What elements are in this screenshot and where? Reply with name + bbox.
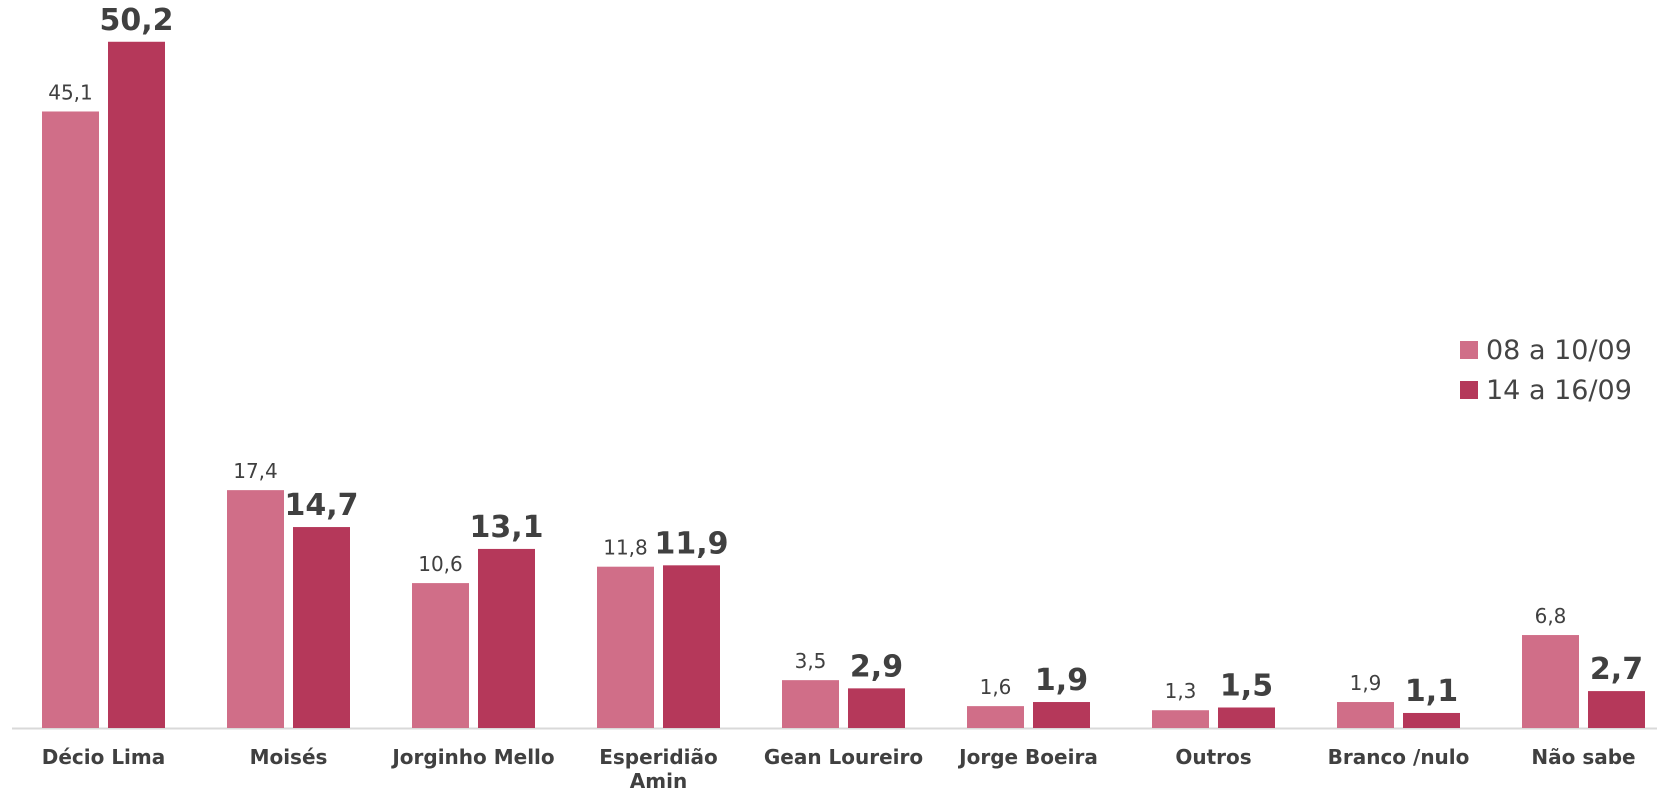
- bar-1-6: [967, 706, 1024, 728]
- x-tick-label-4: Esperidião Amin: [599, 745, 718, 791]
- bar-1-1: [42, 111, 99, 728]
- x-tick-label-1: Décio Lima: [42, 745, 166, 769]
- data-label-1-4: 11,8: [603, 536, 648, 560]
- data-label-1-1: 45,1: [48, 80, 93, 104]
- bar-1-7: [1152, 710, 1209, 728]
- legend-swatch-series-1: [1460, 341, 1478, 359]
- x-tick-label-3: Jorginho Mello: [390, 745, 554, 769]
- data-label-2-6: 1,9: [1035, 663, 1088, 698]
- data-label-2-4: 11,9: [654, 526, 728, 561]
- x-tick-label-8: Branco /nulo: [1328, 745, 1470, 769]
- bar-1-9: [1522, 635, 1579, 728]
- bar-2-6: [1033, 702, 1090, 728]
- x-tick-label-7: Outros: [1175, 745, 1251, 769]
- data-label-2-5: 2,9: [850, 649, 903, 684]
- bar-2-8: [1403, 712, 1460, 728]
- legend-item-series-1: 08 a 10/09: [1460, 330, 1632, 370]
- data-label-1-3: 10,6: [418, 552, 463, 576]
- data-label-2-3: 13,1: [469, 510, 543, 545]
- legend-label-series-1: 08 a 10/09: [1486, 334, 1632, 366]
- data-label-2-1: 50,2: [99, 3, 173, 38]
- bar-1-4: [597, 566, 654, 728]
- bar-2-7: [1218, 707, 1275, 728]
- bar-1-8: [1337, 702, 1394, 728]
- bar-2-1: [108, 41, 165, 729]
- x-tick-label-5: Gean Loureiro: [764, 745, 923, 769]
- legend-swatch-series-2: [1460, 381, 1478, 399]
- data-label-1-5: 3,5: [795, 649, 827, 673]
- data-label-2-2: 14,7: [284, 488, 358, 523]
- bar-2-5: [848, 688, 905, 728]
- data-label-1-6: 1,6: [980, 675, 1012, 699]
- bar-2-9: [1588, 691, 1645, 728]
- bar-1-5: [782, 680, 839, 728]
- legend-item-series-2: 14 a 16/09: [1460, 370, 1632, 410]
- bar-1-3: [412, 583, 469, 728]
- data-label-1-8: 1,9: [1350, 671, 1382, 695]
- bar-2-4: [663, 565, 720, 728]
- x-tick-label-2: Moisés: [250, 745, 328, 769]
- data-label-1-2: 17,4: [233, 459, 278, 483]
- data-label-2-9: 2,7: [1590, 652, 1643, 687]
- bar-2-3: [478, 548, 535, 728]
- data-label-2-8: 1,1: [1405, 674, 1458, 709]
- bar-2-2: [293, 527, 350, 728]
- data-label-1-9: 6,8: [1535, 604, 1567, 628]
- data-label-2-7: 1,5: [1220, 668, 1273, 703]
- bar-1-2: [227, 490, 284, 728]
- data-label-1-7: 1,3: [1165, 679, 1197, 703]
- legend-label-series-2: 14 a 16/09: [1486, 374, 1632, 406]
- legend: 08 a 10/09 14 a 16/09: [1460, 330, 1632, 410]
- x-tick-label-9: Não sabe: [1531, 745, 1635, 769]
- x-tick-label-6: Jorge Boeira: [957, 745, 1098, 769]
